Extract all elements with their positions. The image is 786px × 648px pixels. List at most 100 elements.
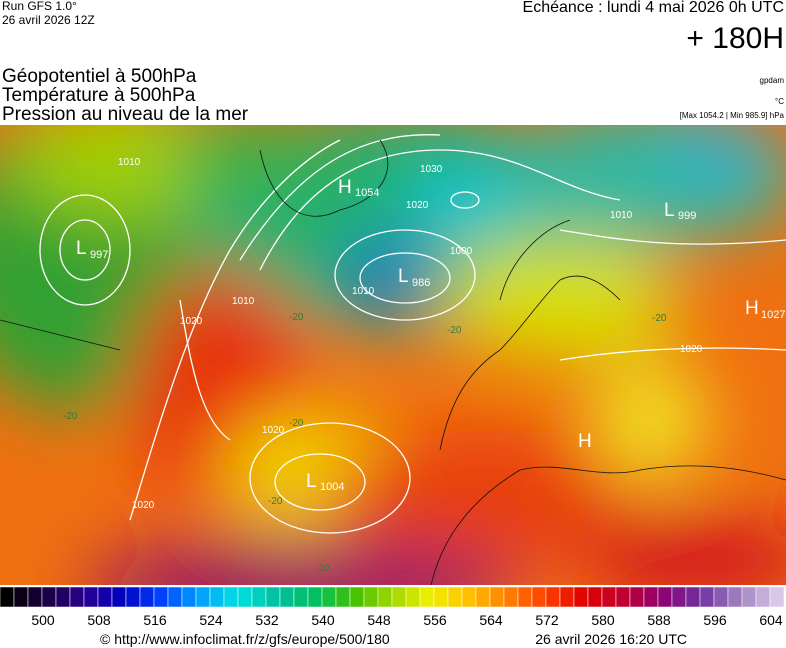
- colorbar-swatch: [125, 586, 141, 608]
- pressure-centers: H 1054 L 997 L 986 L 999 H 1027 L 1004 H: [76, 177, 785, 493]
- center-type: H: [338, 177, 352, 198]
- temperature-label: -20: [652, 313, 667, 324]
- colorbar-swatch: [727, 586, 743, 608]
- isobar-label: 1020: [680, 344, 703, 355]
- center-value: 986: [412, 277, 430, 289]
- colorbar-swatch: [447, 586, 463, 608]
- colorbar-label: 508: [87, 612, 111, 628]
- temperature-label: -20: [289, 418, 304, 429]
- colorbar-swatch: [433, 586, 449, 608]
- center-type: L: [664, 200, 675, 221]
- generated-time: 26 avril 2026 16:20 UTC: [535, 631, 687, 647]
- isobar-label: 1010: [118, 157, 141, 168]
- temperature-label: -20: [447, 325, 462, 336]
- colorbar-swatch: [349, 586, 365, 608]
- isobar-label: 1020: [262, 425, 285, 436]
- isobar-label: 1020: [406, 200, 429, 211]
- colorbar-swatch: [251, 586, 267, 608]
- colorbar-swatch: [475, 586, 491, 608]
- center-value: 1004: [320, 481, 344, 493]
- colorbar-swatch: [531, 586, 547, 608]
- colorbar-swatch: [97, 586, 113, 608]
- colorbar-swatch: [517, 586, 533, 608]
- colorbar-swatch: [741, 586, 757, 608]
- colorbar-swatch: [377, 586, 393, 608]
- colorbar-label: 532: [255, 612, 279, 628]
- colorbar-swatch: [307, 586, 323, 608]
- temperature-label: -20: [289, 312, 304, 323]
- layer-name: Pression au niveau de la mer: [2, 104, 249, 125]
- colorbar-swatch: [321, 586, 337, 608]
- colorbar-label: 580: [591, 612, 615, 628]
- temperature-label: -20: [268, 496, 283, 507]
- colorbar-swatch: [489, 586, 505, 608]
- colorbar-swatch: [699, 586, 715, 608]
- temperature-label: -10: [315, 563, 330, 574]
- colorbar-swatch: [153, 586, 169, 608]
- isobar-label: 1030: [420, 164, 443, 175]
- center-value: 1027: [761, 309, 785, 321]
- colorbar-swatch: [545, 586, 561, 608]
- colorbar-label: 516: [143, 612, 167, 628]
- colorbar-swatch: [405, 586, 421, 608]
- colorbar-swatch: [503, 586, 519, 608]
- isobar-label: 1010: [610, 210, 633, 221]
- center-type: H: [745, 298, 759, 319]
- run-date: 26 avril 2026 12Z: [2, 13, 95, 27]
- colorbar-swatch: [629, 586, 645, 608]
- colorbar-swatch: [363, 586, 379, 608]
- colorbar-label: 564: [479, 612, 503, 628]
- colorbar-label: 548: [367, 612, 391, 628]
- colorbar-swatch: [265, 586, 281, 608]
- colorbar-swatch: [209, 586, 225, 608]
- center-type: L: [306, 471, 317, 492]
- colorbar-swatch: [69, 586, 85, 608]
- colorbar-swatch: [643, 586, 659, 608]
- forecast-time: Echéance : lundi 4 mai 2026 0h UTC: [523, 0, 784, 16]
- colorbar-swatch: [587, 586, 603, 608]
- colorbar-labels: 500 508 516 524 532 540 548 556 564 572 580 588 596 6…: [31, 612, 783, 628]
- colorbar-swatch: [223, 586, 239, 608]
- colorbar-swatch: [55, 586, 71, 608]
- colorbar-label: 500: [31, 612, 55, 628]
- colorbar-swatch: [111, 586, 127, 608]
- colorbar-swatch: [181, 586, 197, 608]
- isobar-label: 1000: [450, 246, 473, 257]
- colorbar-label: 540: [311, 612, 335, 628]
- colorbar-swatch: [755, 586, 771, 608]
- colorbar-swatch: [167, 586, 183, 608]
- colorbar-swatch: [461, 586, 477, 608]
- colorbar-swatch: [769, 586, 785, 608]
- colorbar-swatch: [335, 586, 351, 608]
- colorbar-swatch: [685, 586, 701, 608]
- isobar-labels: 1010 1000 1020 1030 1020 1010 1020 1020 …: [118, 157, 703, 511]
- colorbar-label: 556: [423, 612, 447, 628]
- unit-label: gpdam: [760, 76, 785, 85]
- colorbar-label: 588: [647, 612, 671, 628]
- center-value: 999: [678, 210, 696, 222]
- colorbar-swatch: [419, 586, 435, 608]
- colorbar-swatch: [279, 586, 295, 608]
- colorbar-swatch: [0, 586, 15, 608]
- coastlines: [0, 139, 786, 585]
- temperature-label: -20: [63, 411, 78, 422]
- colorbar-label: 604: [759, 612, 783, 628]
- colorbar-label: 572: [535, 612, 559, 628]
- source-url: © http://www.infoclimat.fr/z/gfs/europe/…: [100, 631, 390, 647]
- center-type: L: [76, 238, 87, 259]
- layer-name: Géopotentiel à 500hPa: [2, 66, 197, 87]
- colorbar-swatch: [713, 586, 729, 608]
- colorbar-swatch: [573, 586, 589, 608]
- colorbar-swatch: [41, 586, 57, 608]
- colorbar-swatch: [671, 586, 687, 608]
- colorbar-swatch: [391, 586, 407, 608]
- colorbar-swatch: [615, 586, 631, 608]
- center-value: 1054: [355, 187, 379, 199]
- unit-label: °C: [775, 97, 784, 106]
- colorbar-swatch: [83, 586, 99, 608]
- colorbar-swatch: [27, 586, 43, 608]
- center-type: L: [398, 266, 409, 287]
- center-value: 997: [90, 249, 108, 261]
- center-type: H: [578, 431, 592, 452]
